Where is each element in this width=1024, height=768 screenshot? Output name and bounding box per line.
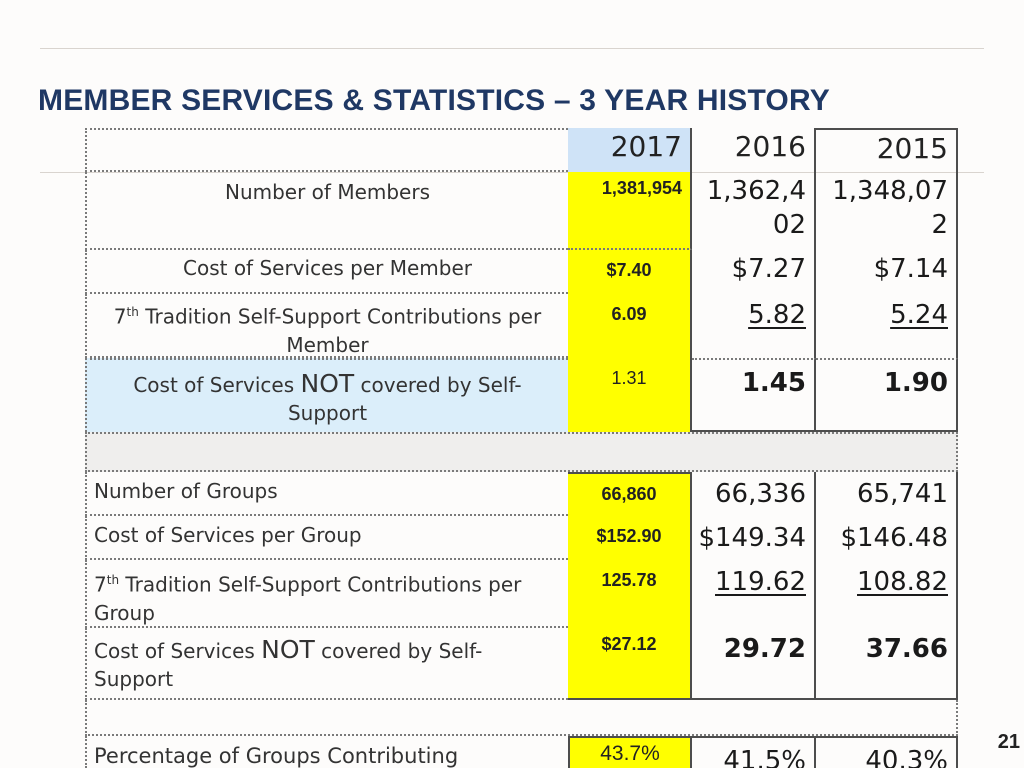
value-members-2017: 1,381,954	[568, 172, 692, 250]
value-cost-per-member-2015: $7.14	[816, 250, 958, 294]
header-label-cell	[85, 128, 568, 172]
value-percentage-2015: 40.3%	[816, 736, 958, 768]
label-part: covered by Self-Support	[287, 373, 522, 425]
value-text: 1,381,954	[601, 178, 682, 198]
label-superscript: th	[126, 305, 139, 319]
value-text: 66,860	[601, 484, 657, 504]
value-percentage-2016: 41.5%	[692, 736, 816, 768]
label-not-covered-per-member: Cost of Services NOT covered by Self-Sup…	[85, 358, 568, 432]
value-cost-per-member-2017: $7.40	[568, 250, 692, 294]
top-divider	[40, 48, 984, 49]
label-cost-per-group: Cost of Services per Group	[85, 516, 568, 560]
value-groups-2015: 65,741	[816, 472, 958, 516]
label-cost-per-member: Cost of Services per Member	[85, 250, 568, 294]
label-part: Tradition Self-Support Contributions per…	[94, 572, 522, 625]
value-not-covered-member-2017: 1.31	[568, 358, 692, 432]
value-contrib-per-group-2017: 125.78	[568, 560, 692, 628]
value-contrib-per-member-2015: 5.24	[816, 294, 958, 358]
value-contrib-per-group-2016: 119.62	[692, 560, 816, 628]
label-emphasis: NOT	[300, 369, 355, 398]
value-members-2016: 1,362,4 02	[692, 172, 816, 250]
page-title: MEMBER SERVICES & STATISTICS – 3 YEAR HI…	[38, 84, 830, 117]
label-superscript: th	[106, 573, 120, 587]
value-contrib-per-member-2017: 6.09	[568, 294, 692, 358]
label-part: Tradition Self-Support Contributions per…	[138, 304, 542, 357]
value-text: 6.09	[611, 304, 647, 324]
label-emphasis: NOT	[261, 635, 315, 664]
value-cost-per-group-2016: $149.34	[692, 516, 816, 560]
label-part: Cost of Services	[133, 373, 301, 397]
value-text: 1.31	[611, 368, 647, 388]
value-not-covered-member-2016: 1.45	[692, 358, 816, 432]
value-text: 125.78	[601, 570, 657, 590]
value-not-covered-member-2015: 1.90	[816, 358, 958, 432]
year-header-2017: 2017	[568, 128, 692, 172]
label-part: Cost of Services	[94, 639, 262, 663]
value-not-covered-group-2016: 29.72	[692, 628, 816, 700]
year-header-2016: 2016	[692, 128, 816, 172]
value-text: $27.12	[601, 634, 657, 654]
label-part: 7	[94, 572, 107, 597]
value-contrib-per-member-2016: 5.82	[692, 294, 816, 358]
year-header-2015: 2015	[816, 128, 958, 172]
value-contrib-per-group-2015: 108.82	[816, 560, 958, 628]
value-cost-per-group-2015: $146.48	[816, 516, 958, 560]
value-not-covered-group-2015: 37.66	[816, 628, 958, 700]
value-cost-per-group-2017: $152.90	[568, 516, 692, 560]
title-divider	[40, 172, 984, 173]
label-part: 7	[113, 304, 127, 329]
value-not-covered-group-2017: $27.12	[568, 628, 692, 700]
label-percentage-contributing: Percentage of Groups Contributing	[85, 736, 568, 768]
section-separator	[85, 432, 958, 472]
value-text: 43.7%	[600, 742, 660, 765]
section-separator-2	[85, 700, 958, 736]
label-not-covered-per-group: Cost of Services NOT covered by Self-Sup…	[85, 628, 568, 700]
label-number-of-groups: Number of Groups	[85, 472, 568, 516]
value-cost-per-member-2016: $7.27	[692, 250, 816, 294]
value-groups-2016: 66,336	[692, 472, 816, 516]
page-number: 21	[997, 731, 1020, 753]
label-number-of-members: Number of Members	[85, 172, 568, 250]
label-contributions-per-group: 7th Tradition Self-Support Contributions…	[85, 560, 568, 628]
value-members-2015: 1,348,07 2	[816, 172, 958, 250]
value-groups-2017: 66,860	[568, 472, 692, 516]
value-percentage-2017: 43.7%	[568, 736, 692, 768]
label-contributions-per-member: 7th Tradition Self-Support Contributions…	[85, 294, 568, 358]
value-text: $7.40	[606, 260, 652, 280]
value-text: $152.90	[596, 526, 662, 546]
label-part: covered by Self-Support	[94, 639, 483, 691]
